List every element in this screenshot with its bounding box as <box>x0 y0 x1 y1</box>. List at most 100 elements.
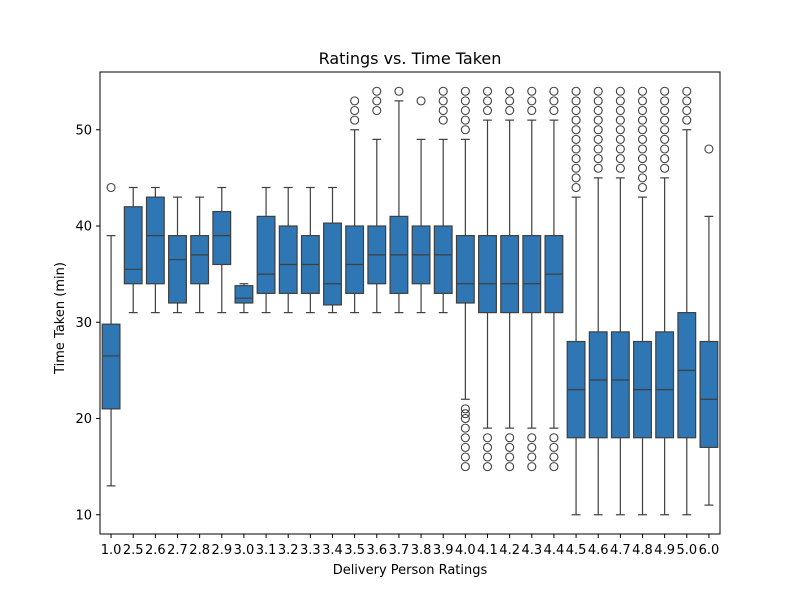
outlier-point <box>482 442 493 452</box>
outlier-point <box>372 96 382 106</box>
y-axis: 10 20 30 40 50 <box>75 123 100 523</box>
box-group-4-0 <box>455 86 475 472</box>
box-group-3-9 <box>433 86 453 314</box>
outlier-point <box>460 105 470 116</box>
x-tick-label: 3.0 <box>234 543 255 558</box>
box-iqr <box>101 323 121 410</box>
box-group-4-4 <box>544 86 564 472</box>
outlier-point <box>438 86 448 96</box>
x-tick-label: 3.4 <box>322 543 343 558</box>
outlier-point <box>482 86 493 96</box>
x-tick-label: 4.7 <box>610 543 631 558</box>
y-tick-label: 50 <box>75 123 92 138</box>
outlier-point <box>460 409 470 419</box>
box-iqr <box>278 225 298 294</box>
outlier-point <box>571 163 581 173</box>
outlier-point <box>682 105 692 116</box>
y-axis-label: Time Taken (min) <box>53 262 68 375</box>
outlier-point <box>637 173 648 183</box>
outlier-point <box>460 452 470 462</box>
box-group-5-0 <box>677 86 697 516</box>
outlier-point <box>549 442 559 452</box>
plot-area <box>101 86 719 516</box>
outlier-point <box>660 105 670 116</box>
box-iqr <box>256 215 276 294</box>
outlier-point <box>593 115 603 125</box>
x-tick-label: 6.0 <box>699 543 720 558</box>
outlier-point <box>482 96 493 106</box>
outlier-point <box>549 105 559 116</box>
outlier-point <box>615 154 625 164</box>
outlier-point <box>350 96 360 106</box>
box-group-2-7 <box>168 196 187 314</box>
outlier-point <box>571 173 581 183</box>
outlier-point <box>571 125 581 135</box>
outlier-point <box>571 105 581 116</box>
box-group-1-0 <box>101 182 121 487</box>
outlier-point <box>460 115 470 125</box>
box-group-6-0 <box>699 144 719 506</box>
outlier-point <box>571 182 581 193</box>
outlier-point <box>460 96 470 106</box>
outlier-point <box>549 452 559 462</box>
box-group-3-1 <box>256 186 276 314</box>
outlier-point <box>593 163 603 173</box>
box-group-4-1 <box>478 86 497 472</box>
box-iqr <box>433 225 453 294</box>
y-tick-label: 40 <box>75 220 92 235</box>
outlier-point <box>416 96 426 106</box>
y-tick-label: 30 <box>75 316 92 331</box>
x-tick-label: 3.5 <box>344 543 365 558</box>
outlier-point <box>460 442 470 452</box>
box-group-4-6 <box>588 86 608 516</box>
x-tick-label: 1.0 <box>101 543 122 558</box>
chart-title: Ratings vs. Time Taken <box>319 49 502 68</box>
outlier-point <box>660 134 670 144</box>
outlier-point <box>571 144 581 154</box>
outlier-point <box>593 96 603 106</box>
outlier-point <box>460 125 470 135</box>
outlier-point <box>615 115 625 125</box>
outlier-point <box>527 105 537 116</box>
box-iqr <box>145 196 165 285</box>
outlier-point <box>615 105 625 116</box>
outlier-point <box>460 423 470 433</box>
outlier-point <box>637 163 648 173</box>
outlier-point <box>637 134 648 144</box>
outlier-point <box>527 433 537 443</box>
x-tick-label: 3.2 <box>278 543 299 558</box>
outlier-point <box>482 452 493 462</box>
outlier-point <box>593 86 603 96</box>
outlier-point <box>593 105 603 116</box>
outlier-point <box>637 154 648 164</box>
box-group-4-7 <box>610 86 630 516</box>
x-tick-label: 4.3 <box>521 543 542 558</box>
x-axis: 1.0 2.5 2.6 2.7 2.8 2.9 3.0 3.1 3.2 3.3 3.4 3.5 3.6 3… <box>101 534 720 558</box>
x-tick-label: 3.6 <box>366 543 387 558</box>
box-group-4-3 <box>522 86 542 472</box>
box-group-3-6 <box>367 86 387 314</box>
box-iqr <box>212 210 232 266</box>
outlier-point <box>527 96 537 106</box>
outlier-point <box>593 134 603 144</box>
outlier-point <box>615 86 625 96</box>
box-group-3-0 <box>234 283 254 314</box>
box-iqr <box>234 285 254 304</box>
outlier-point <box>505 462 515 472</box>
outlier-point <box>615 144 625 154</box>
outlier-point <box>660 125 670 135</box>
x-tick-label: 3.1 <box>256 543 277 558</box>
x-tick-label: 2.9 <box>211 543 232 558</box>
outlier-point <box>571 96 581 106</box>
box-iqr <box>655 331 675 439</box>
x-tick-label: 5.0 <box>676 543 697 558</box>
box-group-2-8 <box>190 196 210 314</box>
outlier-point <box>438 115 448 125</box>
outlier-point <box>549 462 559 472</box>
outlier-point <box>350 105 360 116</box>
outlier-point <box>637 144 648 154</box>
box-group-4-8 <box>633 86 652 516</box>
x-tick-label: 4.1 <box>477 543 498 558</box>
x-tick-label: 4.8 <box>632 543 653 558</box>
